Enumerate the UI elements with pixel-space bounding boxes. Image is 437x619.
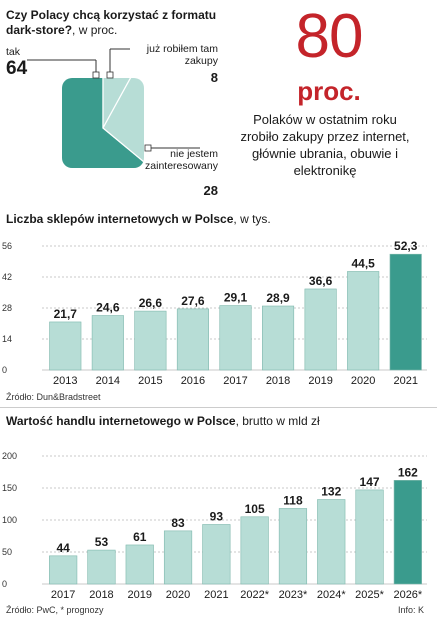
pie-value-yes: 64 <box>6 58 28 79</box>
pie-value-done: 8 <box>210 70 218 85</box>
data-label: 147 <box>360 475 380 489</box>
y-tick-label: 200 <box>2 451 17 461</box>
data-label: 118 <box>283 493 303 507</box>
x-tick-label: 2021 <box>393 375 417 387</box>
bar <box>176 308 209 371</box>
data-label: 27,6 <box>181 294 205 308</box>
bar <box>389 253 422 371</box>
x-tick-label: 2025* <box>355 589 384 601</box>
shops-source: Źródło: Dun&Bradstreet <box>6 392 101 402</box>
leader-marker-yes <box>92 71 100 79</box>
pie-label-no: nie jestem zainteresowany <box>145 148 218 172</box>
pie-label-done: już robiłem tam zakupy <box>146 43 218 67</box>
bar <box>355 489 384 585</box>
y-tick-label: 0 <box>2 365 7 375</box>
x-tick-label: 2026* <box>393 589 422 601</box>
x-tick-label: 2019 <box>308 375 332 387</box>
data-label: 52,3 <box>394 239 418 253</box>
bar <box>163 530 193 585</box>
pie-slice-yes <box>62 78 144 168</box>
shops-chart-title: Liczba sklepów internetowych w Polsce, w… <box>6 212 271 226</box>
x-tick-label: 2014 <box>96 375 120 387</box>
data-label: 24,6 <box>96 301 120 315</box>
y-tick-label: 28 <box>2 303 12 313</box>
y-tick-label: 56 <box>2 241 12 251</box>
trade-credit: Info: K <box>398 605 425 615</box>
pie-chart-title: Czy Polacy chcą korzystać z formatu dark… <box>6 8 246 38</box>
leader-marker-no <box>144 144 152 152</box>
data-label: 93 <box>210 509 224 523</box>
bar <box>219 305 252 371</box>
bar <box>91 315 124 371</box>
bar <box>125 544 154 585</box>
pie-label-yes: tak <box>6 46 21 58</box>
shops-bar-chart: 0 14 28 42 56 21,7 2013 24,6 2014 26,6 2015 27,6 201… <box>2 239 427 387</box>
trade-title-unit: , brutto w mld zł <box>235 414 320 428</box>
shops-title-unit: , w tys. <box>233 212 271 226</box>
pie-chart <box>27 48 200 168</box>
x-tick-label: 2021 <box>204 589 228 601</box>
x-tick-label: 2020 <box>351 375 375 387</box>
bar <box>87 549 116 585</box>
x-tick-label: 2016 <box>181 375 205 387</box>
leader-marker-done <box>106 71 114 79</box>
bar <box>49 555 78 585</box>
bar <box>49 321 82 371</box>
pie-slice-no <box>102 78 144 168</box>
x-tick-label: 2024* <box>317 589 346 601</box>
section-divider <box>0 407 437 408</box>
trade-title-bold: Wartość handlu internetowego w Polsce <box>6 414 236 428</box>
bar <box>304 288 337 371</box>
pie-title-unit: , w proc. <box>72 23 118 37</box>
bar <box>240 516 269 585</box>
data-label: 26,6 <box>139 296 163 310</box>
x-tick-label: 2023* <box>279 589 308 601</box>
data-label: 53 <box>95 535 109 549</box>
data-label: 162 <box>398 465 418 479</box>
y-tick-label: 150 <box>2 483 17 493</box>
bar <box>278 508 308 585</box>
y-tick-label: 50 <box>2 547 12 557</box>
pie-title-bold: Czy Polacy chcą korzystać z formatu dark… <box>6 8 217 37</box>
x-tick-label: 2018 <box>89 589 113 601</box>
data-label: 29,1 <box>224 291 248 305</box>
y-tick-label: 14 <box>2 334 12 344</box>
data-label: 36,6 <box>309 274 333 288</box>
trade-source: Źródło: PwC, * prognozy <box>6 605 104 615</box>
data-label: 44 <box>56 541 70 555</box>
shops-title-bold: Liczba sklepów internetowych w Polsce <box>6 212 234 226</box>
x-tick-label: 2019 <box>128 589 152 601</box>
bar <box>262 305 295 371</box>
highlight-number: 80 <box>295 2 364 71</box>
data-label: 28,9 <box>266 291 290 305</box>
x-tick-label: 2017 <box>223 375 247 387</box>
highlight-text: Polaków w ostatnim roku zrobiło zakupy p… <box>240 112 410 178</box>
data-label: 61 <box>133 530 147 544</box>
bar <box>134 310 167 371</box>
y-tick-label: 0 <box>2 579 7 589</box>
x-tick-label: 2015 <box>138 375 162 387</box>
x-tick-label: 2018 <box>266 375 290 387</box>
bar <box>393 480 422 585</box>
data-label: 105 <box>245 502 265 516</box>
x-tick-label: 2017 <box>51 589 75 601</box>
highlight-unit: proc. <box>297 76 361 106</box>
x-tick-label: 2013 <box>53 375 77 387</box>
bar <box>202 524 231 585</box>
y-tick-label: 100 <box>2 515 17 525</box>
pie-slice-done <box>102 78 144 129</box>
data-label: 83 <box>171 516 185 530</box>
trade-chart-title: Wartość handlu internetowego w Polsce, b… <box>6 414 320 428</box>
data-label: 44,5 <box>351 256 375 270</box>
bar <box>347 271 380 371</box>
x-tick-label: 2022* <box>240 589 269 601</box>
bar <box>317 499 346 585</box>
y-tick-label: 42 <box>2 272 12 282</box>
pie-value-no: 28 <box>203 183 218 198</box>
x-tick-label: 2020 <box>166 589 190 601</box>
trade-bar-chart: 0 50 100 150 200 44 2017 53 2018 61 2019 83 2020 93 20… <box>2 451 427 601</box>
data-label: 132 <box>321 485 341 499</box>
data-label: 21,7 <box>54 307 78 321</box>
